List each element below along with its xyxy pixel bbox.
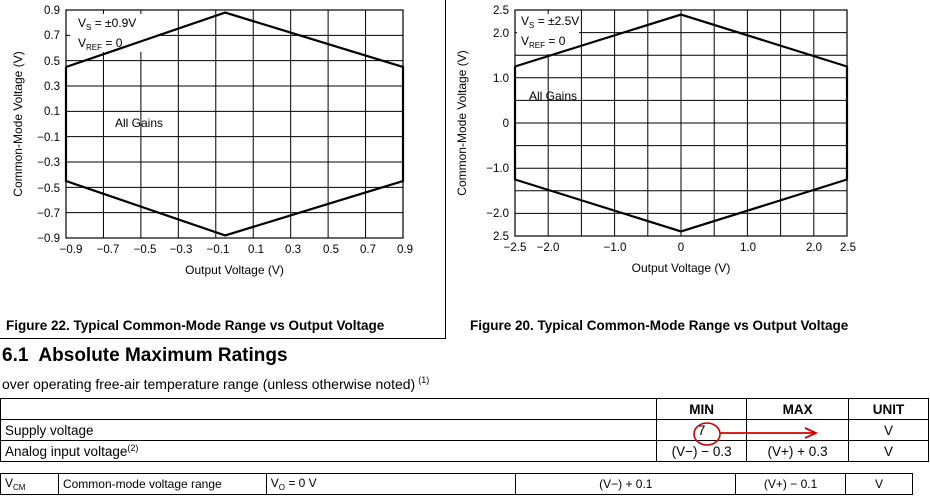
table-row: Analog input voltage(2) (V−) − 0.3 (V+) …	[0, 440, 929, 462]
y-tick-label: 0.7	[44, 30, 60, 42]
y-tick-label: −0.3	[37, 157, 60, 169]
y-tick-label: −2.0	[486, 208, 509, 220]
all-gains-label: All Gains	[529, 89, 577, 103]
header-blank	[0, 398, 658, 420]
series-line	[64, 11, 405, 237]
vcm-unit: V	[845, 473, 913, 495]
chart-right-svg: −2.5 −2.0 −1.0 0 1.0 2.0 2.5 2.5 2.0 1.0 0 −1.0 −2.0…	[455, 5, 856, 275]
x-tick-label: −0.9	[60, 244, 83, 256]
annotation-background	[70, 14, 156, 52]
y-tick-label: 0.9	[44, 5, 60, 17]
y-tick-label: 0.1	[44, 106, 60, 118]
vref-annotation: VREF = 0	[521, 34, 566, 50]
y-tick-label: −0.9	[37, 233, 60, 245]
vcm-symbol: VCM	[0, 473, 59, 495]
x-tick-label: 0.5	[323, 244, 339, 256]
param-supply-voltage: Supply voltage	[0, 419, 658, 441]
chart-left-svg: −0.9 −0.7 −0.5 −0.3 −0.1 0.1 0.3 0.5 0.7 0.9 0.9 0.…	[11, 5, 413, 277]
section-number: 6.1	[2, 345, 29, 366]
symbol-v: V	[5, 476, 14, 490]
annotation-background	[517, 14, 579, 54]
chart-right: −2.5 −2.0 −1.0 0 1.0 2.0 2.5 2.5 2.0 1.0 0 −1.0 −2.0…	[452, 0, 930, 340]
vcm-param: Common-mode voltage range	[57, 473, 267, 495]
all-gains-label: All Gains	[115, 116, 163, 130]
vcm-table: VCM Common-mode voltage range VO = 0 V (…	[0, 473, 913, 495]
x-tick-label: 2.5	[840, 242, 856, 254]
x-tick-label: 1.0	[740, 242, 756, 254]
y-tick-label: −1.0	[486, 163, 509, 175]
chart-left: −0.9 −0.7 −0.5 −0.3 −0.1 0.1 0.3 0.5 0.7 0.9 0.9 0.…	[0, 0, 446, 340]
y-tick-label: 0.3	[44, 81, 60, 93]
min-analog: (V−) − 0.3	[656, 440, 748, 462]
section-title: Absolute Maximum Ratings	[38, 345, 288, 366]
header-unit: UNIT	[848, 398, 929, 420]
table-row: Supply voltage 7 V	[0, 419, 929, 441]
y-tick-label: 2.5	[493, 5, 509, 17]
y-tick-label: 2.5	[493, 231, 509, 243]
y-tick-label: 0.5	[44, 56, 60, 68]
figure-20-caption: Figure 20. Typical Common-Mode Range vs …	[470, 318, 849, 333]
cond-v: V	[270, 476, 279, 490]
figure-22-caption: Figure 22. Typical Common-Mode Range vs …	[6, 318, 385, 333]
symbol-sub: CM	[13, 483, 26, 492]
subtitle-text: over operating free-air temperature rang…	[2, 376, 416, 392]
section-subtitle: over operating free-air temperature rang…	[2, 375, 429, 392]
x-tick-label: 0.7	[360, 244, 376, 256]
x-tick-label: 2.0	[806, 242, 822, 254]
y-tick-label: −0.7	[37, 208, 60, 220]
unit-analog: V	[848, 440, 929, 462]
footnote-ref: (1)	[418, 375, 430, 385]
y-tick-label: 1.0	[493, 73, 509, 85]
x-tick-label: 0.9	[397, 244, 413, 256]
min-supply: 7	[656, 419, 748, 441]
param-label: Analog input voltage	[5, 444, 128, 459]
x-tick-label: −0.7	[97, 244, 120, 256]
vcm-max: (V+) − 0.1	[735, 473, 847, 495]
y-tick-label: −0.1	[37, 132, 60, 144]
table-row: VCM Common-mode voltage range VO = 0 V (…	[0, 473, 913, 495]
vs-annotation: VS = ±0.9V	[78, 16, 136, 32]
x-tick-label: −2.0	[537, 242, 560, 254]
cond-val: = 0 V	[285, 476, 317, 490]
max-analog: (V+) + 0.3	[746, 440, 850, 462]
cond-sub: O	[278, 483, 285, 492]
x-tick-label: −0.1	[207, 244, 230, 256]
x-tick-label: 0	[678, 242, 684, 254]
unit-supply: V	[848, 419, 929, 441]
vref-annotation: VREF = 0	[78, 36, 123, 52]
footnote-2: (2)	[127, 443, 139, 453]
max-supply	[746, 419, 850, 441]
x-tick-label: −2.5	[504, 242, 527, 254]
header-max: MAX	[746, 398, 850, 420]
y-axis-label: Common-Mode Voltage (V)	[455, 50, 469, 195]
vs-annotation: VS = ±2.5V	[521, 14, 579, 30]
x-tick-label: 0.1	[248, 244, 264, 256]
y-tick-label: 2.0	[493, 28, 509, 40]
vcm-condition: VO = 0 V	[265, 473, 517, 495]
param-analog-input: Analog input voltage(2)	[0, 440, 658, 462]
x-tick-label: −1.0	[604, 242, 627, 254]
table-header-row: MIN MAX UNIT	[0, 398, 929, 420]
x-tick-label: −0.5	[134, 244, 157, 256]
y-axis-label: Common-Mode Voltage (V)	[11, 51, 25, 196]
ratings-table: MIN MAX UNIT Supply voltage 7 V Analog i…	[0, 398, 929, 462]
series-line	[513, 13, 849, 233]
y-tick-label: −0.5	[37, 183, 60, 195]
x-tick-label: 0.3	[285, 244, 301, 256]
section-heading: 6.1 Absolute Maximum Ratings	[2, 345, 288, 367]
y-tick-label: 0	[503, 118, 509, 130]
x-tick-label: −0.3	[170, 244, 193, 256]
x-axis-label: Output Voltage (V)	[632, 261, 731, 275]
x-axis-label: Output Voltage (V)	[185, 263, 284, 277]
vcm-min: (V−) + 0.1	[515, 473, 737, 495]
header-min: MIN	[656, 398, 748, 420]
